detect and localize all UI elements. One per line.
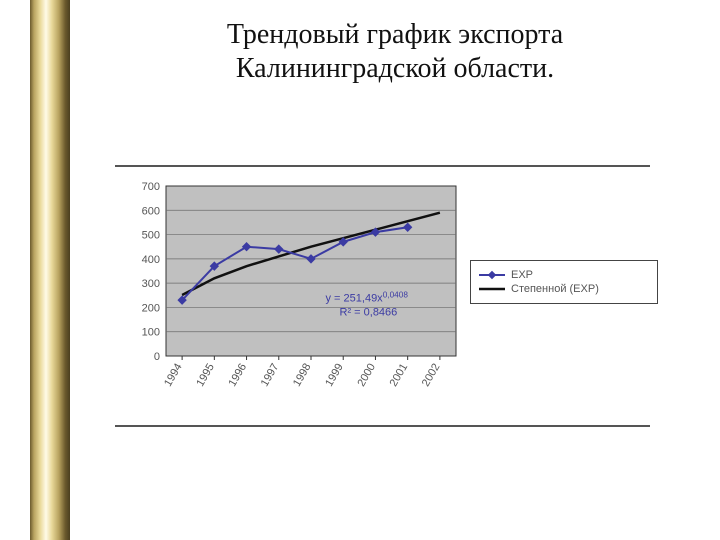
slide: Трендовый график экспорта Калининградско… (0, 0, 720, 540)
svg-text:200: 200 (142, 302, 160, 314)
svg-text:300: 300 (142, 278, 160, 290)
title-line-2: Калининградской области. (236, 53, 554, 84)
side-ornament (30, 0, 70, 540)
svg-text:0: 0 (154, 351, 160, 363)
svg-text:1997: 1997 (259, 362, 282, 389)
svg-text:500: 500 (142, 230, 160, 242)
legend-label-trend: Степенной (EXP) (511, 283, 599, 295)
legend-label-data: EXP (511, 269, 533, 281)
svg-text:1996: 1996 (227, 362, 250, 389)
svg-text:1998: 1998 (291, 362, 314, 389)
svg-text:2000: 2000 (355, 362, 378, 389)
svg-text:700: 700 (142, 181, 160, 193)
svg-text:R² = 0,8466: R² = 0,8466 (340, 307, 398, 319)
legend-swatch-trend (479, 283, 505, 295)
svg-text:400: 400 (142, 254, 160, 266)
legend-swatch-data (479, 269, 505, 281)
legend: EXP Степенной (EXP) (470, 260, 658, 304)
divider-top (115, 165, 650, 167)
svg-text:1994: 1994 (162, 362, 185, 389)
chart-container: 0 100 200 300 400 500 600 700 1994 1995 1996 1997 19… (130, 180, 470, 425)
legend-item-trend: Степенной (EXP) (479, 283, 649, 295)
trend-chart: 0 100 200 300 400 500 600 700 1994 1995 1996 1997 19… (130, 180, 470, 420)
divider-bottom (115, 425, 650, 427)
svg-text:600: 600 (142, 205, 160, 217)
svg-text:1999: 1999 (323, 362, 346, 389)
svg-text:100: 100 (142, 327, 160, 339)
svg-text:2002: 2002 (420, 362, 443, 389)
title-line-1: Трендовый график экспорта (227, 19, 563, 50)
slide-title: Трендовый график экспорта Калининградско… (110, 18, 680, 85)
legend-item-data: EXP (479, 269, 649, 281)
svg-text:1995: 1995 (194, 362, 217, 389)
svg-text:2001: 2001 (388, 362, 411, 389)
